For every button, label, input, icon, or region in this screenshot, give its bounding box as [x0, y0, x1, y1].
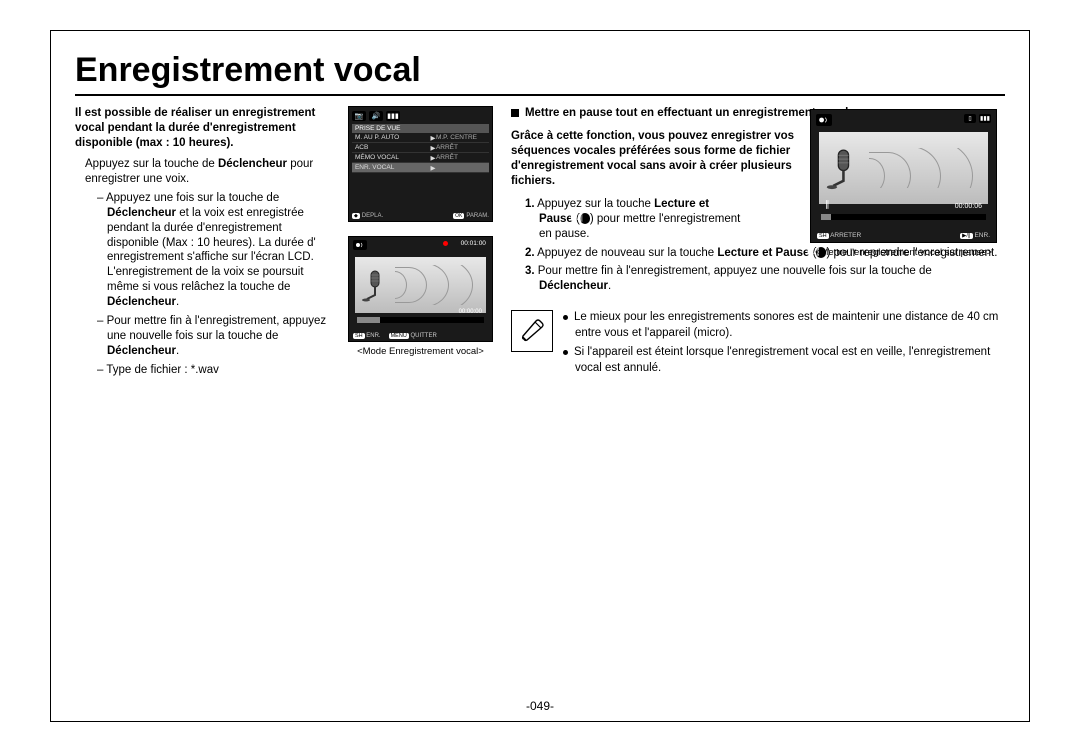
square-bullet-icon	[511, 109, 519, 117]
right-figure: ▯ ▮▮▮ ∥ 00:00	[810, 109, 997, 258]
lcd-menu-screenshot: 📷 🔊 ▮▮▮ PRISE DE VUE M. AU P. AUTO▶M.P. …	[348, 106, 493, 222]
page-number: -049-	[51, 699, 1029, 713]
record-indicator-icon	[443, 241, 448, 246]
step-1: 1. Appuyez sur la touche Lecture et Paus…	[525, 197, 745, 242]
menu-header: PRISE DE VUE	[352, 124, 489, 133]
card-icon: ▯	[964, 114, 976, 123]
note-1: Le mieux pour les enregistrements sonore…	[563, 310, 1005, 341]
voice-mode-icon	[816, 114, 832, 126]
manual-page: Enregistrement vocal Il est possible de …	[50, 30, 1030, 722]
left-bullet-2: – Pour mettre fin à l'enregistrement, ap…	[97, 314, 330, 359]
page-title: Enregistrement vocal	[75, 51, 1005, 96]
note-2: Si l'appareil est éteint lorsque l'enreg…	[563, 345, 1005, 376]
microphone-icon	[359, 267, 395, 303]
progress-bar	[357, 317, 484, 323]
intro-text: Il est possible de réaliser un enregistr…	[75, 106, 330, 151]
pause-timer: 00:00:06	[955, 203, 982, 210]
battery-icon: ▮▮▮	[386, 111, 400, 121]
speaker-icon: 🔊	[369, 111, 383, 121]
step-3: 3. Pour mettre fin à l'enregistrement, a…	[525, 264, 1005, 294]
left-bullet-3: – Type de fichier : *.wav	[97, 363, 330, 378]
play-pause-pill-icon: ▶/∥	[580, 213, 590, 224]
lcd-pause-screenshot: ▯ ▮▮▮ ∥ 00:00	[810, 109, 997, 243]
battery-icon: ▮▮▮	[979, 114, 991, 123]
progress-bar	[821, 214, 986, 220]
left-bullet-1: – Appuyez une fois sur la touche de Décl…	[97, 191, 330, 311]
left-column: Il est possible de réaliser un enregistr…	[75, 106, 330, 382]
voice-mode-icon	[353, 240, 367, 250]
microphone-icon	[823, 145, 869, 191]
note-icon	[511, 310, 553, 352]
mic-graphic	[819, 132, 988, 204]
figure-caption-1: <Mode Enregistrement vocal>	[348, 346, 493, 357]
remaining-timer: 00:00:00	[459, 309, 482, 315]
camera-icon: 📷	[352, 111, 366, 121]
left-figures: 📷 🔊 ▮▮▮ PRISE DE VUE M. AU P. AUTO▶M.P. …	[348, 106, 493, 382]
pause-icon: ∥	[825, 199, 829, 210]
elapsed-timer: 00:01:00	[461, 240, 486, 247]
note-box: Le mieux pour les enregistrements sonore…	[511, 310, 1005, 380]
left-p1: Appuyez sur la touche de Déclencheur pou…	[85, 157, 330, 187]
mic-graphic	[355, 257, 486, 313]
figure-caption-2: <Mettre l'enregistrement vocal sur pause…	[810, 247, 997, 258]
lcd-recording-screenshot: 00:01:00	[348, 236, 493, 342]
section-intro: Grâce à cette fonction, vous pouvez enre…	[511, 129, 821, 189]
